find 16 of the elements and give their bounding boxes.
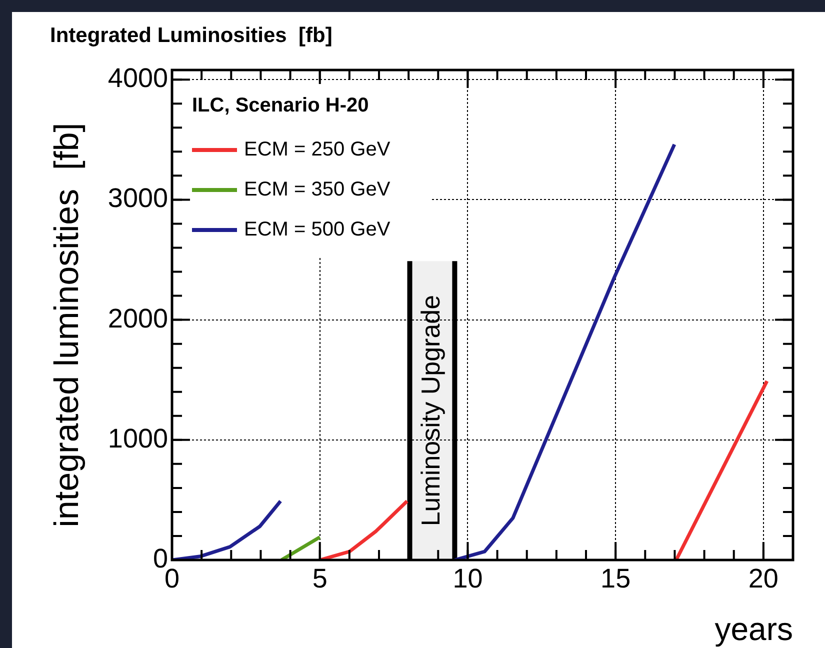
chart-title: Integrated Luminosities [fb] xyxy=(50,24,332,47)
legend-label: ECM = 350 GeV xyxy=(244,178,391,201)
y-axis-title: integrated luminosities [fb] xyxy=(48,122,86,528)
y-tick-label: 1000 xyxy=(108,423,168,454)
y-tick-label: 3000 xyxy=(108,183,168,214)
legend-title: ILC, Scenario H-20 xyxy=(192,94,369,117)
y-tick-label: 4000 xyxy=(108,63,168,94)
y-tick-label: 2000 xyxy=(108,303,168,334)
x-tick-label: 10 xyxy=(452,564,483,594)
legend-label: ECM = 500 GeV xyxy=(244,218,391,241)
x-axis-title: years xyxy=(714,611,793,647)
x-tick-label: 20 xyxy=(748,564,778,594)
x-tick-label: 5 xyxy=(312,564,328,594)
x-tick-label: 15 xyxy=(600,564,631,594)
band-label: Luminosity Upgrade xyxy=(415,294,446,526)
legend-label: ECM = 250 GeV xyxy=(244,138,391,161)
